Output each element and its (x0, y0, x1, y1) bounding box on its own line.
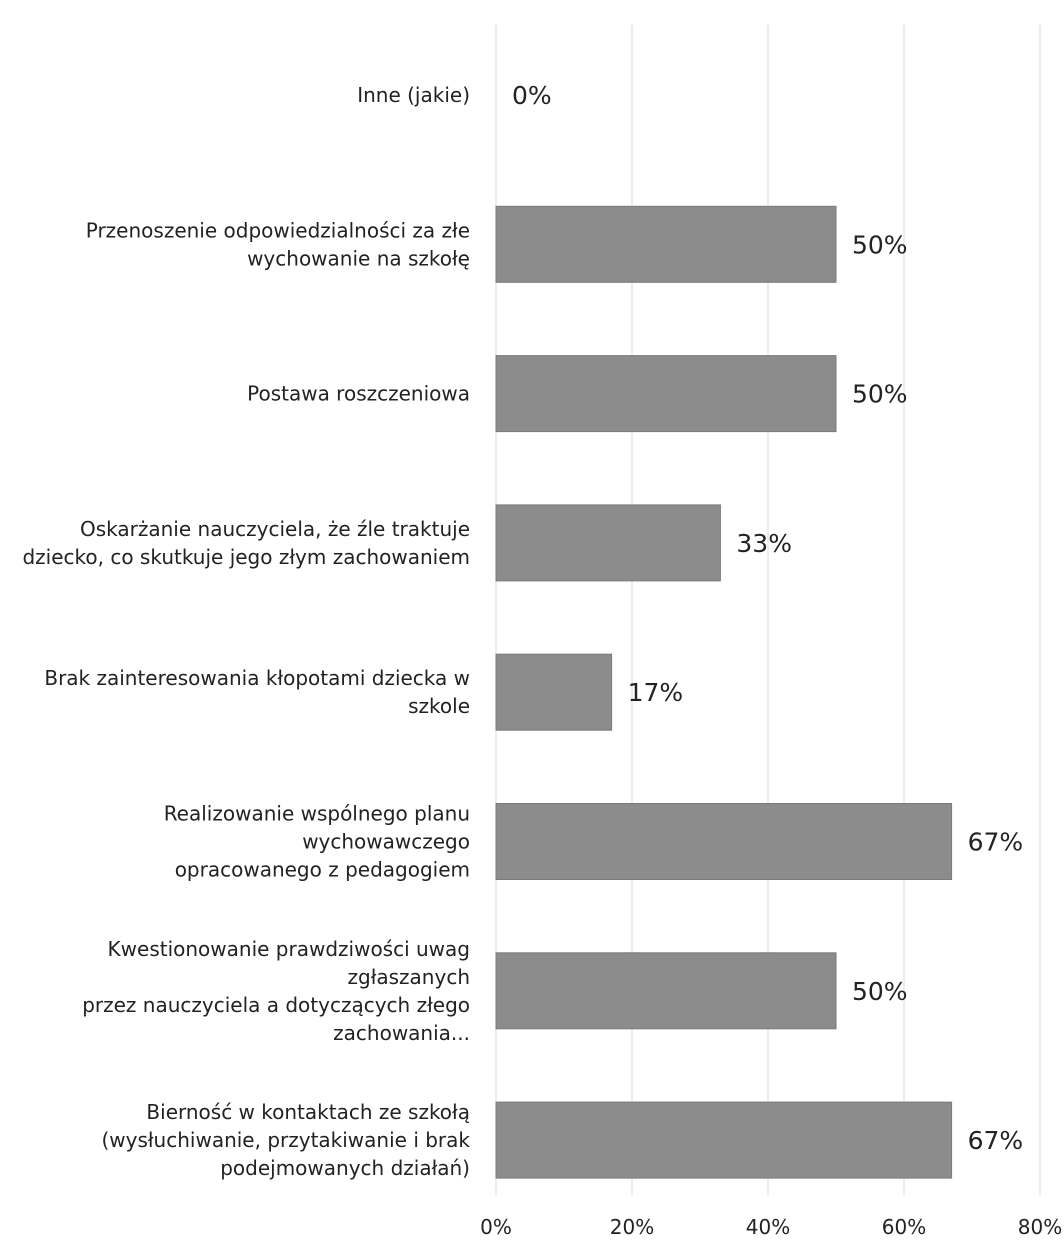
data-label: 67% (968, 1126, 1024, 1155)
bar (495, 355, 837, 433)
data-label: 50% (852, 230, 908, 259)
category-label: Inne (jakie) (357, 83, 470, 107)
data-label: 50% (852, 977, 908, 1006)
category-label: Przenoszenie odpowiedzialności za złe wyc… (86, 218, 470, 270)
category-label: Kwestionowanie prawdziwości uwag zgłaszan… (82, 937, 470, 1045)
x-tick-label: 20% (610, 1215, 654, 1239)
data-label: 33% (736, 529, 792, 558)
x-tick-label: 80% (1018, 1215, 1062, 1239)
category-label: Postawa roszczeniowa (247, 382, 470, 406)
bar (495, 205, 837, 283)
category-label: Bierność w kontaktach ze szkołą (wysłuchi… (101, 1100, 470, 1180)
category-label: Realizowanie wspólnego planu wychowawczeg… (164, 802, 470, 882)
bar (495, 653, 613, 731)
x-tick-label: 0% (480, 1215, 512, 1239)
data-label: 50% (852, 380, 908, 409)
bar (495, 803, 953, 880)
bar (495, 1101, 953, 1179)
data-label: 0% (512, 81, 552, 110)
x-tick-label: 60% (882, 1215, 926, 1239)
data-label: 17% (628, 678, 684, 707)
data-label: 67% (968, 828, 1024, 857)
category-label: Oskarżanie nauczyciela, że źle traktuje d… (22, 517, 470, 569)
category-label: Brak zainteresowania kłopotami dziecka w… (44, 666, 470, 718)
data-labels: 0% 50% 50% 33% 17% 67% 50% 67% (512, 81, 1023, 1155)
bars (495, 205, 953, 1179)
x-tick-label: 40% (746, 1215, 790, 1239)
bar (495, 952, 837, 1030)
category-labels: Inne (jakie) Przenoszenie odpowiedzialnoś… (22, 83, 470, 1180)
bar (495, 504, 721, 582)
x-axis-tick-labels: 0% 20% 40% 60% 80% (480, 1215, 1062, 1239)
